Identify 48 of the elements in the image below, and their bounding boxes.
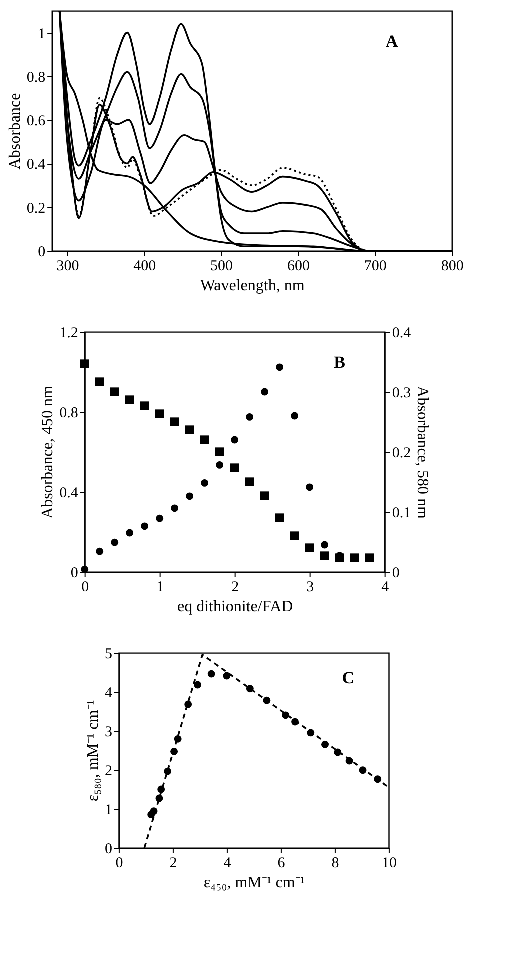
y2-tick-label: 0.2 <box>392 446 412 462</box>
x-tick-label: 300 <box>56 258 80 274</box>
y-axis-title: ε₅₈₀, mM⁻¹ cm⁻¹ <box>84 700 102 802</box>
y2-tick-label: 0.3 <box>392 386 412 402</box>
annotation: C <box>342 668 355 688</box>
y-tick-label: 1 <box>38 26 46 42</box>
y-tick-label: 0.4 <box>60 486 79 502</box>
x-tick-label: 700 <box>364 258 387 274</box>
y-tick-label: 0 <box>70 566 78 582</box>
x-tick-label: 600 <box>287 258 310 274</box>
x-tick-label: 10 <box>382 856 397 872</box>
annotation: A <box>386 32 399 52</box>
y-tick-label: 0 <box>104 842 112 858</box>
x-tick-label: 4 <box>382 580 390 596</box>
y-tick-label: 3 <box>104 724 112 740</box>
y-tick-label: 0.8 <box>26 70 46 86</box>
x-axis-title: ε₄₅₀, mM⁻¹ cm⁻¹ <box>204 874 306 892</box>
y2-tick-label: 0 <box>392 566 400 582</box>
x-tick-label: 3 <box>306 580 314 596</box>
y-tick-label: 2 <box>104 764 112 780</box>
y-tick-label: 1.2 <box>60 326 78 342</box>
x-tick-label: 400 <box>134 258 156 274</box>
y-tick-label: 0 <box>38 244 46 260</box>
x-tick-label: 0 <box>116 856 124 872</box>
x-tick-label: 6 <box>278 856 286 872</box>
y-tick-label: 0.2 <box>26 200 46 217</box>
y-tick-label: 4 <box>104 686 113 702</box>
x-axis-title: Wavelength, nm <box>200 278 306 294</box>
y-tick-label: 0.8 <box>60 406 78 422</box>
y2-axis-title: Absorbance, 580 nm <box>414 386 432 520</box>
y-axis-title: Absorbance, 450 nm <box>40 386 57 519</box>
y2-tick-label: 0.4 <box>392 326 412 342</box>
y-tick-label: 5 <box>104 646 112 662</box>
x-tick-label: 2 <box>170 856 178 872</box>
x-tick-label: 0 <box>82 580 90 596</box>
x-tick-label: 1 <box>156 580 164 596</box>
x-tick-label: 8 <box>332 856 340 872</box>
x-axis-title: eq dithionite/FAD <box>177 598 294 616</box>
x-tick-label: 2 <box>232 580 240 596</box>
y-tick-label: 0.6 <box>26 114 46 130</box>
y-axis-title: Absorbance <box>6 93 24 170</box>
annotation: B <box>334 353 346 372</box>
x-tick-label: 4 <box>224 856 232 872</box>
x-tick-label: 500 <box>210 258 234 274</box>
y2-tick-label: 0.1 <box>392 506 412 522</box>
x-tick-label: 800 <box>441 258 464 274</box>
y-tick-label: 1 <box>104 802 112 818</box>
y-tick-label: 0.4 <box>26 157 46 174</box>
